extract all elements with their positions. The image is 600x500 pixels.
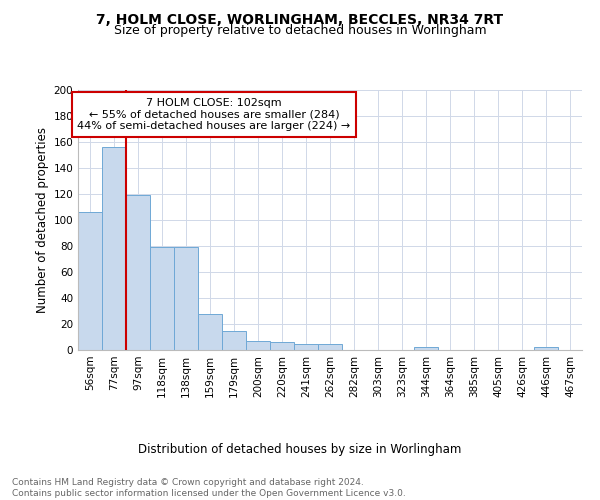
Bar <box>102 147 126 350</box>
Bar <box>246 341 270 350</box>
Bar <box>126 196 150 350</box>
Bar <box>174 248 198 350</box>
Bar <box>318 344 342 350</box>
Text: 7, HOLM CLOSE, WORLINGHAM, BECCLES, NR34 7RT: 7, HOLM CLOSE, WORLINGHAM, BECCLES, NR34… <box>97 12 503 26</box>
Bar <box>222 330 246 350</box>
Bar <box>294 344 318 350</box>
Text: Distribution of detached houses by size in Worlingham: Distribution of detached houses by size … <box>139 442 461 456</box>
Y-axis label: Number of detached properties: Number of detached properties <box>36 127 49 313</box>
Bar <box>198 314 222 350</box>
Bar <box>78 212 102 350</box>
Bar <box>150 248 174 350</box>
Bar <box>270 342 294 350</box>
Bar <box>414 348 438 350</box>
Bar <box>534 348 558 350</box>
Text: Contains HM Land Registry data © Crown copyright and database right 2024.
Contai: Contains HM Land Registry data © Crown c… <box>12 478 406 498</box>
Text: 7 HOLM CLOSE: 102sqm
← 55% of detached houses are smaller (284)
44% of semi-deta: 7 HOLM CLOSE: 102sqm ← 55% of detached h… <box>77 98 351 131</box>
Text: Size of property relative to detached houses in Worlingham: Size of property relative to detached ho… <box>113 24 487 37</box>
